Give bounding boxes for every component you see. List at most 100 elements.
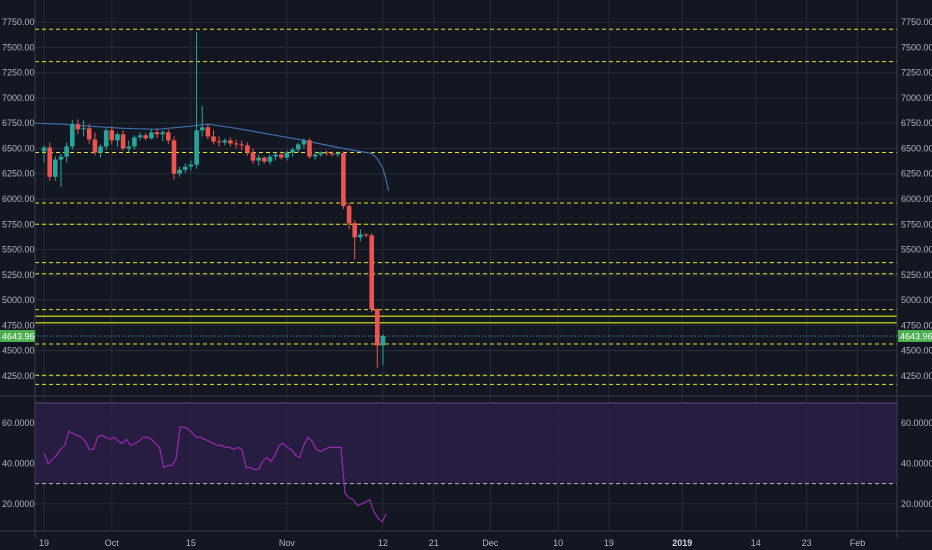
support-resistance-levels [35,28,897,385]
candle-body [307,140,312,157]
time-tick-label: 19 [604,538,614,548]
candle-body [250,152,256,161]
candle-body [81,128,86,130]
candle-body [233,143,239,145]
time-tick-label: 15 [186,538,196,548]
time-tick-label: 19 [39,538,49,548]
candle-body [98,146,103,153]
candle-body [318,152,324,155]
price-tick-label-right: 6250.00 [901,169,932,179]
rsi-tick-label-left: 20.0000 [2,499,35,509]
candle-body [380,336,386,346]
price-axis-labels: 7750.00 7750.00 7500.00 7500.00 7250.00 7250.… [2,17,932,509]
price-tick-label-right: 6500.00 [901,144,932,154]
time-tick-label: Dec [482,538,499,548]
candle-body [103,130,109,147]
price-tick-label-left: 7250.00 [2,68,35,78]
candle-body [222,140,228,143]
price-tick-label-left: 7000.00 [2,93,35,103]
candle-body [228,140,233,144]
candle-body [137,135,143,138]
candle-body [329,153,335,155]
price-tick-label-right: 4750.00 [901,320,932,330]
price-tick-label-right: 5750.00 [901,219,932,229]
candle-body [256,157,261,161]
candle-body [47,147,52,177]
candle-body [335,153,341,155]
rsi-tick-label-left: 40.0000 [2,459,35,469]
price-tick-label-left: 4750.00 [2,320,35,330]
candle-body [290,149,295,153]
candle-body [239,144,244,146]
current-price-label-right: 4643.96 [900,332,932,342]
time-tick-label: 2019 [672,538,692,548]
candle-body [160,132,165,135]
candle-body [312,154,318,157]
rsi-line [43,426,387,523]
candle-body [358,234,363,238]
candle-body [149,132,154,139]
time-tick-label: 10 [553,538,563,548]
time-tick-label: 14 [751,538,761,548]
candle-body [86,128,92,140]
candle-body [369,235,374,310]
candle-body [120,134,126,149]
current-price-tag-right [898,330,932,342]
candle-body [295,144,301,150]
candle-body [273,154,278,157]
candle-body [284,152,290,158]
price-tick-label-right: 7250.00 [901,68,932,78]
candle-body [205,127,211,137]
candle-body [58,156,64,160]
rsi-band [35,402,897,485]
price-tick-label-right: 5250.00 [901,270,932,280]
price-tick-label-left: 6250.00 [2,169,35,179]
candle-body [211,136,216,142]
candle-body [75,124,81,130]
candle-body [194,130,199,165]
candle-body [126,146,132,149]
candle-body [279,154,284,158]
price-tick-label-right: 4250.00 [901,371,932,381]
candle-body [216,141,222,143]
candle-body [324,152,329,154]
current-price-tag-left [0,330,35,342]
rsi-tick-label-right: 40.0000 [901,459,932,469]
candle-body [262,157,267,162]
axes [0,0,932,538]
candle-body [363,234,369,236]
candle-body [183,166,188,170]
candle-body [143,135,148,139]
price-tick-label-left: 5500.00 [2,245,35,255]
candle-body [171,140,177,174]
price-tick-label-left: 4250.00 [2,371,35,381]
price-tick-label-right: 5500.00 [901,245,932,255]
time-tick-label: Oct [105,538,120,548]
candle-body [346,206,352,224]
candle-body [267,156,273,162]
price-tick-label-left: 7500.00 [2,42,35,52]
price-tick-label-left: 6500.00 [2,144,35,154]
candle-body [132,137,137,147]
price-tick-label-left: 4500.00 [2,346,35,356]
price-tick-label-right: 7500.00 [901,42,932,52]
time-axis-labels: 19 Oct 15 Nov 12 21 Dec 10 19 2019 14 23 Feb [39,538,865,548]
time-tick-label: Feb [850,538,866,548]
current-price-label-left: 4643.96 [2,332,35,342]
price-tick-label-right: 7750.00 [901,17,932,27]
candle-body [245,145,250,153]
price-tick-label-left: 5250.00 [2,270,35,280]
time-tick-label: 23 [802,538,812,548]
time-tick-label: 12 [378,538,388,548]
price-tick-label-left: 7750.00 [2,17,35,27]
rsi-tick-label-right: 20.0000 [901,499,932,509]
candle-body [41,147,47,152]
price-tick-label-left: 5000.00 [2,295,35,305]
candle-body [92,139,98,153]
time-tick-label: 21 [429,538,439,548]
candle-body [352,223,357,238]
price-tick-label-left: 6750.00 [2,118,35,128]
price-tick-label-right: 4500.00 [901,346,932,356]
price-tick-label-right: 6750.00 [901,118,932,128]
